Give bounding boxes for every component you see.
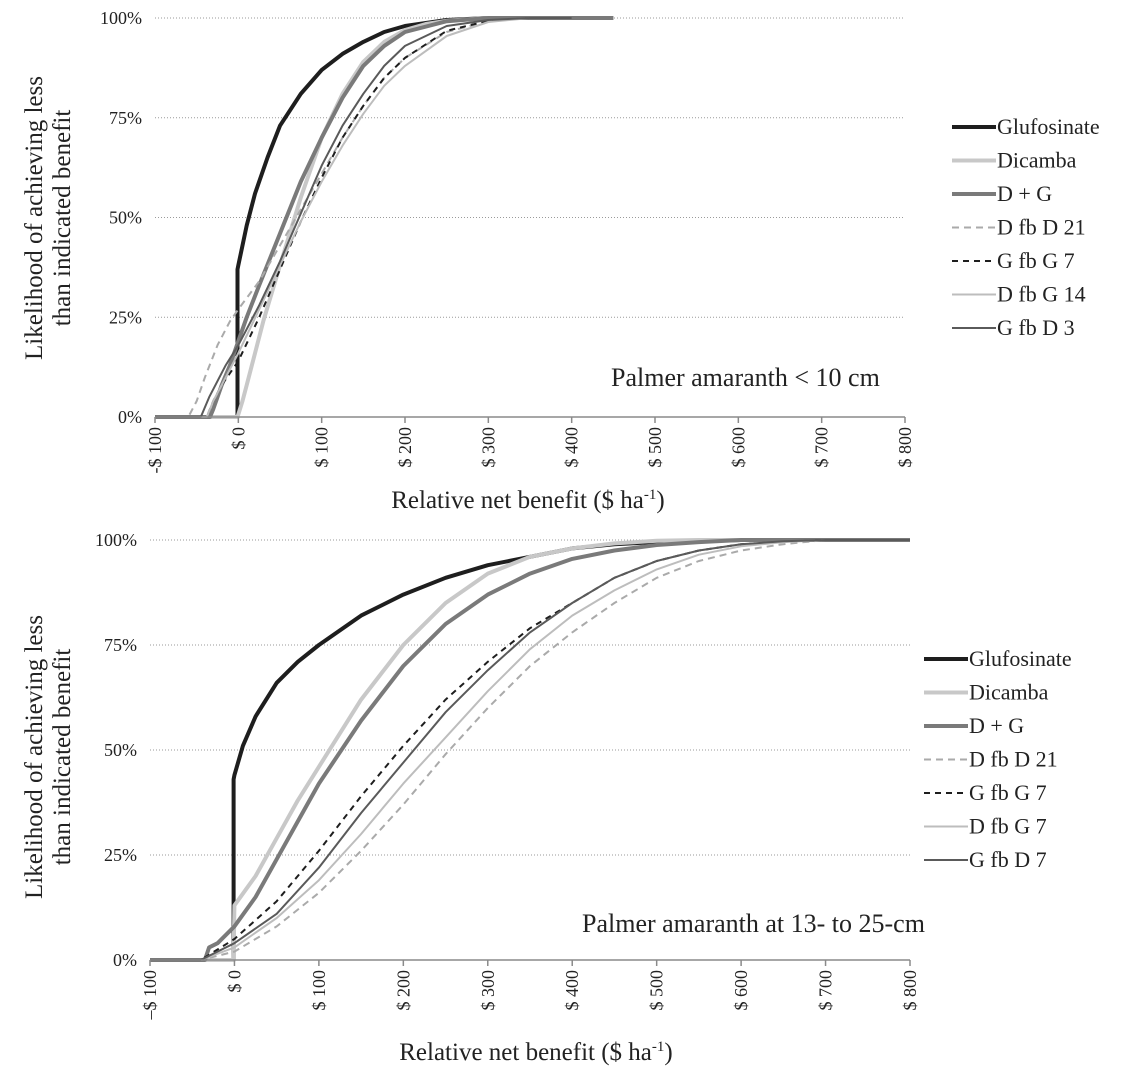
x-axis-title: Relative net benefit ($ ha-1) bbox=[399, 1039, 673, 1066]
chart-panel-bottom: Likelihood of achieving less than indica… bbox=[21, 530, 1072, 1066]
legend-label: D + G bbox=[997, 181, 1052, 206]
x-tick-label: $ 400 bbox=[562, 970, 582, 1011]
chart-panel-top: Likelihood of achieving less than indica… bbox=[21, 8, 1100, 514]
legend-label: G fb D 7 bbox=[969, 847, 1047, 872]
legend-label: D fb D 21 bbox=[997, 215, 1086, 240]
legend-label: D fb G 14 bbox=[997, 282, 1086, 307]
series-lines bbox=[150, 538, 910, 962]
gridlines bbox=[155, 17, 905, 318]
x-tick-label: $ 0 bbox=[228, 427, 248, 450]
series-line bbox=[150, 539, 910, 961]
y-tick-label: 25% bbox=[104, 845, 137, 865]
x-axis: -$ 100 $ 0 $ 100 $ 200 $ 300 $ 400 $ 500 $ 600 $… bbox=[145, 416, 915, 474]
y-axis-title-line1: Likelihood of achieving less bbox=[21, 76, 48, 360]
series-line bbox=[155, 17, 572, 418]
y-tick-label: 100% bbox=[95, 530, 137, 550]
x-tick-label: $ 600 bbox=[731, 970, 751, 1011]
chart-annotation: Palmer amaranth at 13- to 25-cm bbox=[582, 909, 925, 938]
chart-annotation: Palmer amaranth < 10 cm bbox=[611, 363, 880, 392]
y-tick-label: 100% bbox=[100, 8, 142, 28]
y-tick-label: 50% bbox=[109, 208, 142, 228]
gridlines bbox=[150, 539, 910, 856]
y-tick-label: 75% bbox=[109, 108, 142, 128]
x-tick-label: $ 300 bbox=[478, 427, 498, 468]
x-tick-label: $ 500 bbox=[645, 427, 665, 468]
x-tick-label: $ 500 bbox=[647, 970, 667, 1011]
legend-label: D + G bbox=[969, 713, 1024, 738]
y-tick-label: 25% bbox=[109, 307, 142, 327]
x-tick-label: –$ 100 bbox=[140, 970, 160, 1021]
x-tick-label: $ 700 bbox=[816, 970, 836, 1011]
series-line bbox=[155, 17, 572, 418]
legend-label: G fb G 7 bbox=[969, 780, 1047, 805]
series-line bbox=[150, 538, 910, 962]
legend-label: G fb G 7 bbox=[997, 248, 1075, 273]
series-lines bbox=[155, 16, 614, 419]
x-axis: –$ 100 $ 0 $ 100 $ 200 $ 300 $ 400 $ 500 $ 600 $… bbox=[140, 959, 920, 1021]
x-tick-label: $ 800 bbox=[895, 427, 915, 468]
y-tick-label: 50% bbox=[104, 740, 137, 760]
legend-label: Glufosinate bbox=[969, 646, 1072, 671]
legend: Glufosinate Dicamba D + G D fb D 21 G fb G 7… bbox=[952, 114, 1100, 340]
y-tick-label: 75% bbox=[104, 635, 137, 655]
y-axis-title-line1: Likelihood of achieving less bbox=[21, 615, 48, 899]
legend-label: Dicamba bbox=[969, 680, 1049, 705]
legend: Glufosinate Dicamba D + G D fb D 21 G fb G 7… bbox=[924, 646, 1072, 872]
x-tick-label: $ 200 bbox=[395, 427, 415, 468]
x-axis-title: Relative net benefit ($ ha-1) bbox=[391, 487, 665, 514]
series-line bbox=[150, 539, 910, 961]
series-line bbox=[155, 17, 572, 418]
y-tick-label: 0% bbox=[118, 407, 142, 427]
x-tick-label: $ 100 bbox=[309, 970, 329, 1011]
y-axis-ticks: 0% 25% 50% 75% 100% bbox=[95, 530, 137, 970]
series-line bbox=[150, 539, 910, 961]
x-tick-label: $ 800 bbox=[900, 970, 920, 1011]
x-tick-label: $ 700 bbox=[812, 427, 832, 468]
y-axis-title-line2: than indicated benefit bbox=[49, 110, 76, 327]
x-tick-label: $ 100 bbox=[312, 427, 332, 468]
legend-label: D fb D 21 bbox=[969, 747, 1058, 772]
legend-label: Glufosinate bbox=[997, 114, 1100, 139]
legend-label: Dicamba bbox=[997, 148, 1077, 173]
legend-label: D fb G 7 bbox=[969, 814, 1047, 839]
series-line bbox=[150, 538, 910, 962]
y-axis-ticks: 0% 25% 50% 75% 100% bbox=[100, 8, 142, 427]
x-tick-label: -$ 100 bbox=[145, 427, 165, 474]
x-tick-label: $ 200 bbox=[393, 970, 413, 1011]
x-tick-label: $ 300 bbox=[478, 970, 498, 1011]
legend-label: G fb D 3 bbox=[997, 315, 1075, 340]
x-tick-label: $ 400 bbox=[562, 427, 582, 468]
y-axis-title-line2: than indicated benefit bbox=[49, 649, 76, 866]
y-tick-label: 0% bbox=[113, 950, 137, 970]
series-line bbox=[155, 17, 572, 418]
x-tick-label: $ 0 bbox=[224, 970, 244, 993]
x-tick-label: $ 600 bbox=[728, 427, 748, 468]
series-line bbox=[150, 539, 910, 961]
